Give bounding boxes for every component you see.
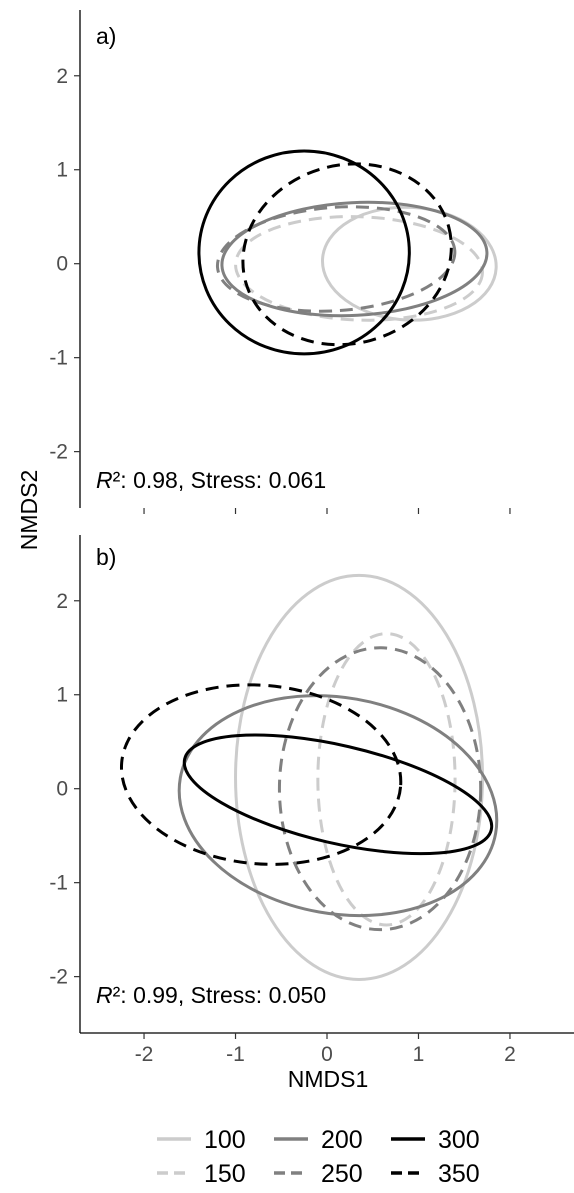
ellipses bbox=[119, 573, 499, 981]
ellipse-300-solid bbox=[197, 149, 411, 356]
ellipse-200-solid bbox=[220, 200, 489, 318]
r2-superscript: ² bbox=[113, 982, 121, 1008]
r2-superscript: ² bbox=[113, 467, 121, 493]
x-ticks bbox=[143, 508, 511, 514]
ellipse-200-solid bbox=[177, 694, 499, 918]
y-axis-title: NMDS2 bbox=[16, 470, 42, 551]
fit-annotation: R²: 0.99, Stress: 0.050 bbox=[96, 982, 326, 1008]
y-ticks: 2 1 0 -1 -2 bbox=[49, 65, 80, 464]
x-tick-label: 2 bbox=[504, 1043, 516, 1066]
y-tick-label: -2 bbox=[49, 966, 68, 989]
fit-values: : 0.98, Stress: 0.061 bbox=[120, 467, 326, 493]
x-axis-title: NMDS1 bbox=[288, 1066, 369, 1092]
fit-values: : 0.99, Stress: 0.050 bbox=[120, 982, 326, 1008]
legend-label-200: 200 bbox=[321, 1126, 363, 1154]
ellipse-250-dashed bbox=[215, 205, 457, 313]
ellipse-100-solid bbox=[320, 205, 498, 322]
panel-label: a) bbox=[96, 23, 116, 49]
panel-a: 2 1 0 -1 -2 a) R²: 0.98, Stress: 0.061 bbox=[49, 10, 511, 514]
legend-label-300: 300 bbox=[438, 1126, 480, 1154]
legend-label-150: 150 bbox=[204, 1160, 246, 1188]
y-tick-label: -1 bbox=[49, 347, 68, 370]
ellipse-300-solid bbox=[182, 733, 494, 856]
legend-label-250: 250 bbox=[321, 1160, 363, 1188]
panel-label: b) bbox=[96, 544, 116, 570]
y-tick-label: -2 bbox=[49, 441, 68, 464]
ellipses bbox=[197, 149, 498, 356]
legend-label-350: 350 bbox=[438, 1160, 480, 1188]
y-tick-label: 0 bbox=[56, 778, 68, 801]
ellipse-350-dashed bbox=[119, 683, 403, 866]
x-tick-label: 0 bbox=[321, 1043, 333, 1066]
r2-symbol: R bbox=[96, 982, 113, 1008]
ellipse-350-dashed bbox=[241, 162, 453, 347]
y-tick-label: 2 bbox=[56, 65, 68, 88]
y-tick-label: 1 bbox=[56, 159, 68, 182]
x-ticks: -2 -1 0 1 2 bbox=[135, 1033, 516, 1066]
legend-label-100: 100 bbox=[204, 1126, 246, 1154]
x-tick-label: -2 bbox=[135, 1043, 154, 1066]
x-tick-label: 1 bbox=[413, 1043, 425, 1066]
ellipse-150-dashed bbox=[234, 215, 484, 322]
y-tick-label: -1 bbox=[49, 872, 68, 895]
panel-b: 2 1 0 -1 -2 -2 -1 0 1 2 b) R²: 0.99, Stress: 0.0… bbox=[49, 535, 574, 1066]
ellipse-250-dashed bbox=[277, 646, 483, 932]
x-tick-label: -1 bbox=[226, 1043, 245, 1066]
y-tick-label: 2 bbox=[56, 590, 68, 613]
y-ticks: 2 1 0 -1 -2 bbox=[49, 590, 80, 989]
ellipse-100-solid bbox=[234, 573, 485, 981]
fit-annotation: R²: 0.98, Stress: 0.061 bbox=[96, 467, 326, 493]
y-tick-label: 0 bbox=[56, 253, 68, 276]
legend: 100 200 300 150 250 350 bbox=[157, 1126, 480, 1188]
ellipse-150-dashed bbox=[316, 632, 457, 927]
r2-symbol: R bbox=[96, 467, 113, 493]
y-tick-label: 1 bbox=[56, 684, 68, 707]
